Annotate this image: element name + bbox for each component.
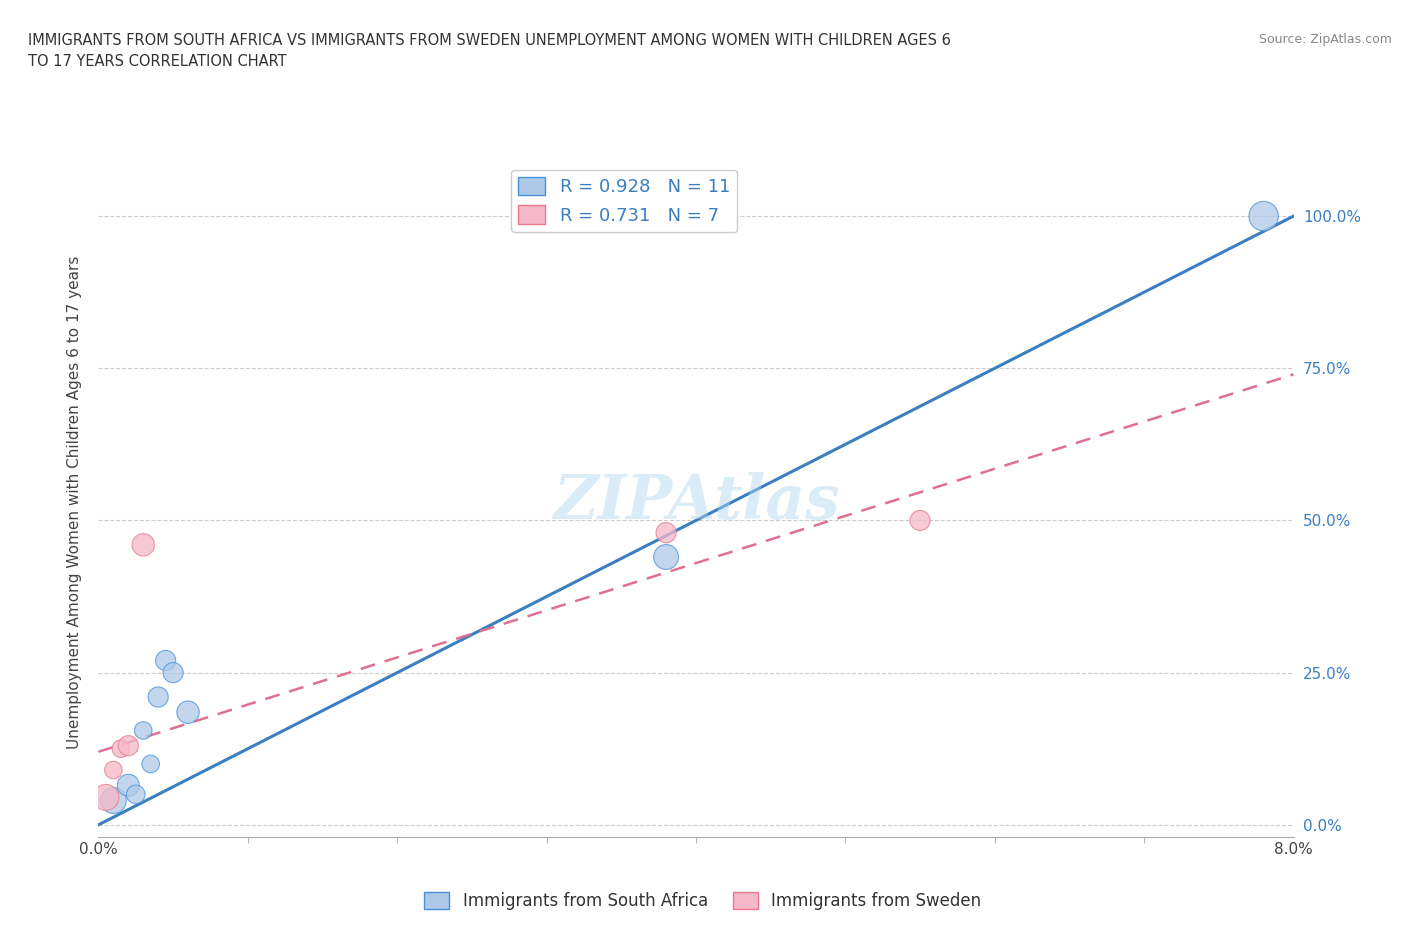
Point <box>132 538 155 552</box>
Point <box>110 741 132 756</box>
Point <box>132 723 155 737</box>
Point <box>125 787 148 802</box>
Point <box>117 777 139 792</box>
Point <box>139 756 162 771</box>
Point <box>94 790 117 804</box>
Point <box>117 738 139 753</box>
Point <box>177 705 200 720</box>
Point <box>148 689 170 704</box>
Point <box>162 665 184 680</box>
Legend: R = 0.928   N = 11, R = 0.731   N = 7: R = 0.928 N = 11, R = 0.731 N = 7 <box>512 170 737 232</box>
Y-axis label: Unemployment Among Women with Children Ages 6 to 17 years: Unemployment Among Women with Children A… <box>67 256 83 749</box>
Point <box>655 550 678 565</box>
Text: Source: ZipAtlas.com: Source: ZipAtlas.com <box>1258 33 1392 46</box>
Point <box>155 653 177 668</box>
Point <box>908 513 931 528</box>
Text: TO 17 YEARS CORRELATION CHART: TO 17 YEARS CORRELATION CHART <box>28 54 287 69</box>
Point <box>655 525 678 540</box>
Text: ZIPAtlas: ZIPAtlas <box>553 472 839 532</box>
Point <box>103 763 125 777</box>
Point <box>103 793 125 808</box>
Legend: Immigrants from South Africa, Immigrants from Sweden: Immigrants from South Africa, Immigrants… <box>418 885 988 917</box>
Point <box>1253 208 1275 223</box>
Text: IMMIGRANTS FROM SOUTH AFRICA VS IMMIGRANTS FROM SWEDEN UNEMPLOYMENT AMONG WOMEN : IMMIGRANTS FROM SOUTH AFRICA VS IMMIGRAN… <box>28 33 950 47</box>
